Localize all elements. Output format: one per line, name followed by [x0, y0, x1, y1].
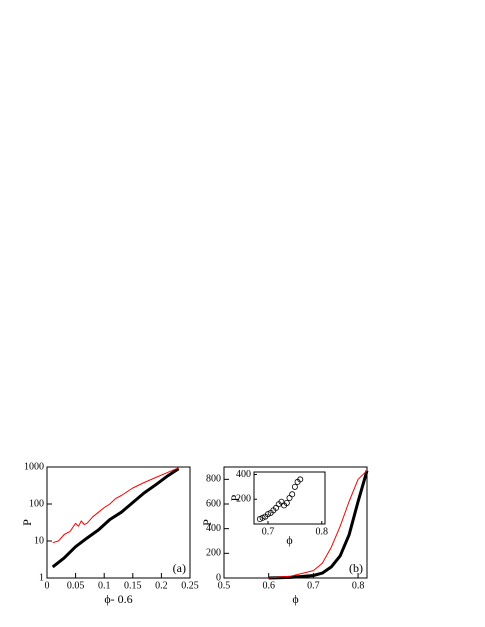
x-tick-label: 0.7 [307, 580, 320, 591]
series-line [268, 470, 368, 579]
y-axis-label: P [200, 519, 214, 526]
y-tick-label: 200 [206, 548, 221, 559]
y-tick-label: 800 [206, 474, 221, 485]
scatter-point [259, 514, 266, 521]
x-tick-label: 0 [45, 580, 50, 591]
x-tick-label: 0.8 [352, 580, 365, 591]
scatter-point [264, 511, 271, 518]
x-tick-label: 0.05 [67, 580, 85, 591]
scatter-point [289, 491, 296, 498]
series-line [51, 467, 180, 569]
y-tick-label: 400 [236, 469, 251, 480]
scatter-point [286, 494, 293, 501]
y-tick-label: 1 [39, 572, 44, 583]
panel-label: (b) [349, 561, 363, 575]
x-axis-label: ϕ [286, 533, 292, 547]
y-axis-label: P [228, 494, 242, 501]
y-axis-label: P [20, 519, 34, 526]
series-line [52, 467, 179, 544]
x-tick-label: 0.15 [124, 580, 142, 591]
x-tick-label: 0.5 [218, 580, 231, 591]
x-tick-label: 0.7 [262, 526, 275, 537]
x-axis-label: ϕ- 0.6 [104, 592, 132, 606]
plot-frame [253, 471, 326, 525]
x-tick-label: 0.8 [316, 526, 329, 537]
y-tick-label: 10 [34, 535, 44, 546]
plot-frame [46, 466, 191, 579]
y-tick-label: 1000 [24, 461, 44, 472]
y-tick-label: 400 [206, 523, 221, 534]
y-tick-label: 0 [216, 572, 221, 583]
y-tick-label: 100 [29, 498, 44, 509]
x-tick-label: 0.25 [181, 580, 199, 591]
x-tick-label: 0.2 [155, 580, 168, 591]
scatter-point [256, 516, 263, 523]
scatter-point [283, 499, 290, 506]
series-line [268, 470, 369, 580]
y-tick-label: 600 [206, 498, 221, 509]
x-tick-label: 0.6 [262, 580, 275, 591]
scatter-point [297, 476, 304, 483]
x-axis-label: ϕ [292, 592, 298, 606]
panel-label: (a) [173, 561, 186, 575]
y-tick-label: 200 [236, 494, 251, 505]
scatter-point [291, 483, 298, 490]
x-tick-label: 0.1 [98, 580, 111, 591]
